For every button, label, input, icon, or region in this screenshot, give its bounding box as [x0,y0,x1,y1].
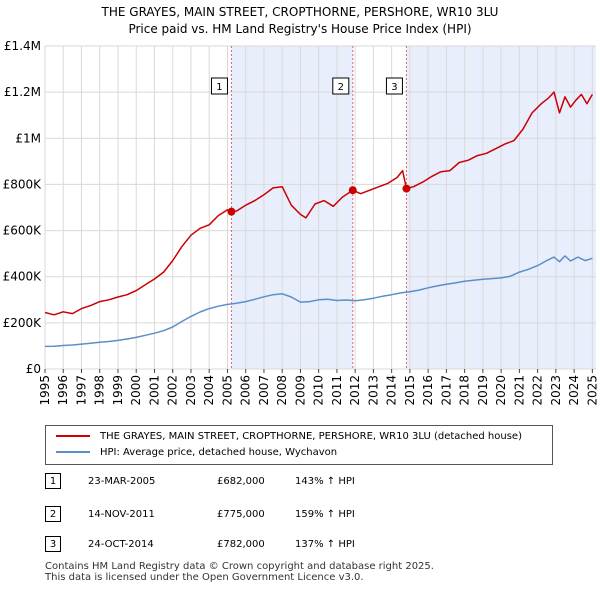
transaction-date: 23-MAR-2005 [88,476,156,487]
x-tick-label: 2006 [239,375,253,406]
y-tick-label: £1.4M [4,39,41,53]
title-line-2: Price paid vs. HM Land Registry's House … [128,22,472,36]
x-tick-label: 2010 [312,375,326,406]
x-tick-label: 2023 [549,375,563,406]
transaction-label: 3 [391,82,397,93]
x-tick-label: 2005 [220,375,234,406]
x-tick-label: 2024 [567,375,581,406]
transaction-label: 2 [338,82,344,93]
transaction-label: 1 [216,82,222,93]
transaction-markers [230,46,407,369]
x-tick-label: 2000 [129,375,143,406]
x-tick-label: 1996 [56,375,70,406]
x-tick-label: 2007 [257,375,271,406]
transaction-point [402,184,411,193]
x-tick-label: 2009 [293,375,307,406]
transaction-point [348,186,357,195]
x-tick-label: 2020 [494,375,508,406]
transaction-price: £782,000 [217,539,265,550]
transaction-label-box [385,77,403,95]
legend-item-property: THE GRAYES, MAIN STREET, CROPTHORNE, PER… [56,429,522,445]
transaction-labels: 1 2 3 [210,77,403,95]
footer-licence: This data is licensed under the Open Gov… [45,572,364,583]
transaction-point [227,207,236,216]
x-tick-label: 1995 [38,375,52,406]
transaction-number: 1 [45,473,61,489]
y-tick-label: £200K [3,316,43,330]
shaded-periods [45,46,596,369]
transaction-date: 24-OCT-2014 [88,539,154,550]
transaction-number: 3 [45,536,61,552]
y-tick-label: £1.2M [4,85,41,99]
title-line-1: THE GRAYES, MAIN STREET, CROPTHORNE, PER… [101,5,499,19]
legend-red-line [56,435,90,437]
legend-property-label: THE GRAYES, MAIN STREET, CROPTHORNE, PER… [100,431,522,442]
x-tick-label: 1998 [93,375,107,406]
transaction-price: £682,000 [217,476,265,487]
x-tick-label: 2021 [512,375,526,406]
footer: Contains HM Land Registry data © Crown c… [45,561,434,583]
legend: THE GRAYES, MAIN STREET, CROPTHORNE, PER… [45,425,553,465]
grid-lines [44,45,596,370]
y-tick-label: £600K [3,224,43,238]
transaction-hpi: 159% ↑ HPI [295,509,355,520]
transaction-price: £775,000 [217,509,265,520]
x-tick-label: 2008 [275,375,289,406]
x-tick-label: 2001 [147,375,161,406]
chart-title: THE GRAYES, MAIN STREET, CROPTHORNE, PER… [0,4,600,38]
x-axis-ticks: 1995 1996 1997 1998 1999 2000 2001 2002 2003 2004… [38,369,599,406]
y-tick-label: £800K [3,177,43,191]
x-tick-label: 2019 [476,375,490,406]
x-tick-label: 2018 [458,375,472,406]
y-tick-label: £0 [26,362,41,376]
x-tick-label: 2002 [166,375,180,406]
transaction-points [227,184,411,216]
transaction-date: 14-NOV-2011 [88,509,155,520]
hpi-line [44,255,593,348]
transaction-label-box [332,77,350,95]
property-price-line [44,91,594,316]
x-tick-label: 1999 [111,375,125,406]
x-tick-label: 1997 [74,375,88,406]
x-tick-label: 2012 [348,375,362,406]
x-tick-label: 2016 [421,375,435,406]
x-tick-label: 2015 [403,375,417,406]
legend-hpi-label: HPI: Average price, detached house, Wych… [100,447,338,458]
transaction-label-box [210,77,228,95]
series-lines [44,91,594,348]
x-tick-label: 2003 [184,375,198,406]
transaction-hpi: 137% ↑ HPI [295,539,355,550]
y-axis-ticks: £0 £200K £400K £600K £800K £1M £1.2M £1.4M [3,39,43,376]
footer-copyright: Contains HM Land Registry data © Crown c… [45,561,434,572]
x-tick-label: 2011 [330,375,344,406]
legend-blue-line [56,451,90,453]
x-tick-label: 2014 [385,375,399,406]
y-tick-label: £1M [15,131,41,145]
x-tick-label: 2025 [585,375,599,406]
y-tick-label: £400K [3,270,43,284]
legend-item-hpi: HPI: Average price, detached house, Wych… [56,445,337,461]
transaction-hpi: 143% ↑ HPI [295,476,355,487]
x-tick-label: 2022 [531,375,545,406]
x-tick-label: 2013 [366,375,380,406]
x-tick-label: 2017 [439,375,453,406]
x-tick-label: 2004 [202,375,216,406]
shaded-period [231,46,353,369]
transaction-number: 2 [45,506,61,522]
